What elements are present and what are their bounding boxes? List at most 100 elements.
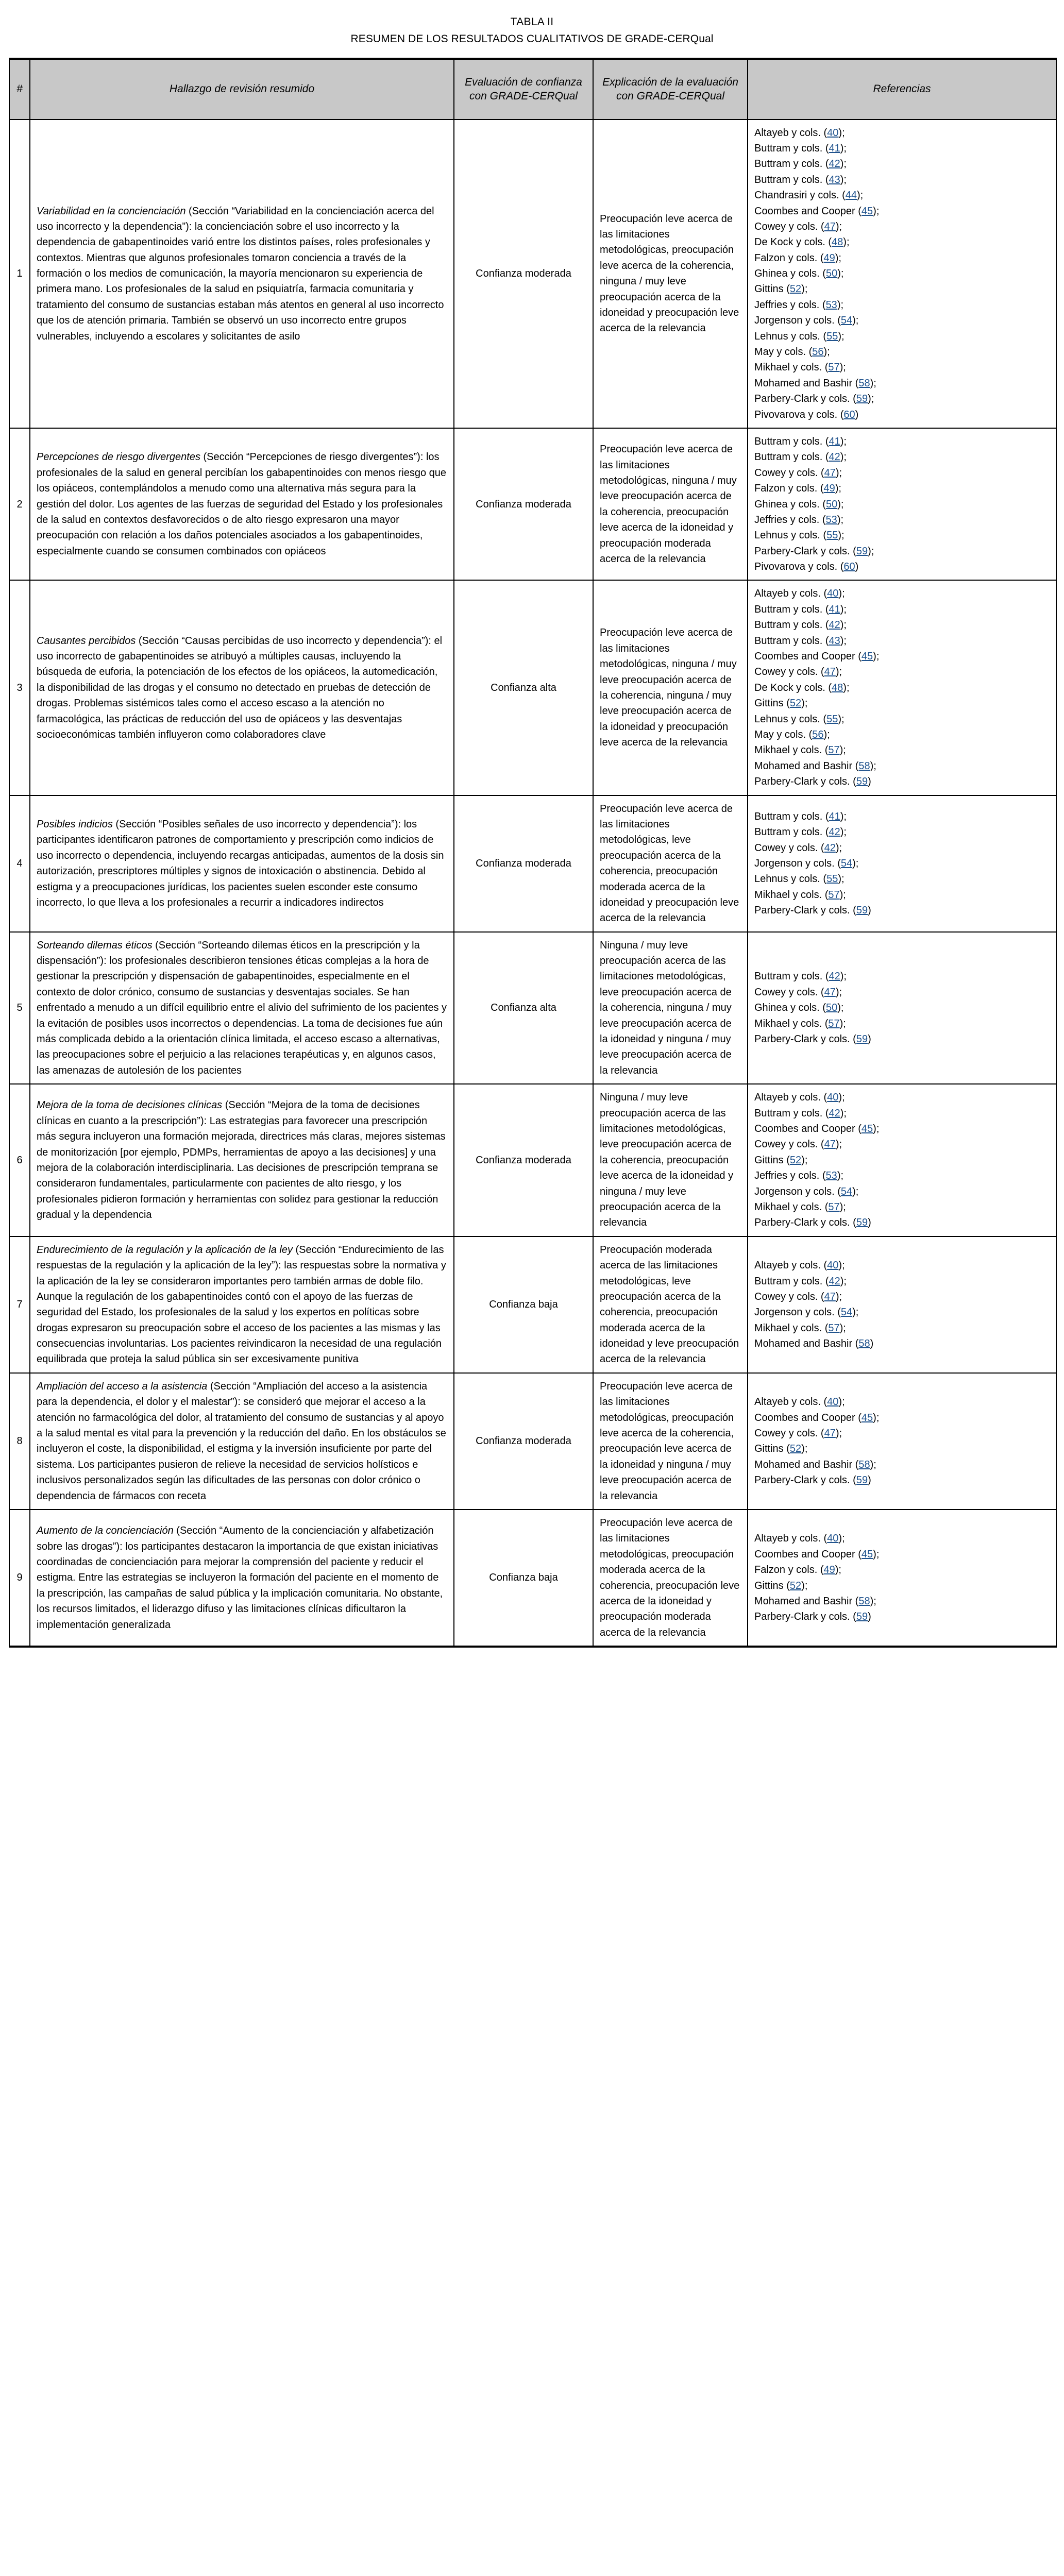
reference-link[interactable]: 42 bbox=[829, 619, 840, 631]
reference-link[interactable]: 41 bbox=[829, 603, 840, 615]
reference-link[interactable]: 47 bbox=[824, 221, 836, 232]
reference-link[interactable]: 57 bbox=[828, 1201, 840, 1213]
reference-link[interactable]: 52 bbox=[789, 1580, 802, 1591]
reference-entry: Buttram y cols. (42); bbox=[754, 451, 847, 463]
reference-link[interactable]: 54 bbox=[840, 1185, 853, 1197]
reference-link[interactable]: 41 bbox=[829, 142, 840, 154]
reference-link[interactable]: 40 bbox=[827, 127, 839, 139]
reference-entry: Pivovarova y cols. (60) bbox=[754, 409, 859, 420]
reference-entry: Buttram y cols. (41); bbox=[754, 603, 847, 615]
finding-body: (Sección “Causas percibidas de uso incor… bbox=[37, 635, 443, 740]
reference-link[interactable]: 48 bbox=[832, 236, 843, 248]
reference-link[interactable]: 47 bbox=[824, 986, 836, 998]
reference-link[interactable]: 57 bbox=[828, 362, 840, 374]
reference-entry: Cowey y cols. (47); bbox=[754, 986, 842, 998]
reference-link[interactable]: 55 bbox=[826, 530, 838, 541]
reference-link[interactable]: 42 bbox=[824, 842, 836, 854]
reference-link[interactable]: 55 bbox=[826, 873, 838, 885]
confidence-assessment: Confianza moderada bbox=[453, 118, 594, 429]
confidence-explanation: Preocupación leve acerca de las limitaci… bbox=[593, 1509, 748, 1648]
reference-link[interactable]: 59 bbox=[856, 545, 868, 557]
reference-link[interactable]: 50 bbox=[825, 1002, 838, 1014]
reference-link[interactable]: 60 bbox=[843, 409, 855, 420]
reference-author: Coombes and Cooper bbox=[754, 1412, 855, 1423]
reference-link[interactable]: 59 bbox=[856, 1217, 868, 1229]
reference-link[interactable]: 54 bbox=[840, 1307, 853, 1318]
reference-link[interactable]: 45 bbox=[861, 205, 873, 217]
reference-link[interactable]: 60 bbox=[843, 561, 855, 573]
reference-link[interactable]: 55 bbox=[826, 330, 838, 342]
reference-link[interactable]: 41 bbox=[829, 435, 840, 447]
reference-link[interactable]: 50 bbox=[825, 268, 838, 280]
reference-link[interactable]: 42 bbox=[829, 158, 840, 170]
reference-link[interactable]: 47 bbox=[824, 666, 836, 678]
reference-link[interactable]: 59 bbox=[856, 1033, 868, 1045]
reference-link[interactable]: 45 bbox=[861, 1412, 873, 1423]
reference-link[interactable]: 56 bbox=[812, 346, 824, 358]
reference-entry: Lehnus y cols. (55); bbox=[754, 873, 845, 885]
reference-link[interactable]: 40 bbox=[827, 588, 839, 600]
reference-link[interactable]: 48 bbox=[832, 682, 843, 693]
reference-link[interactable]: 47 bbox=[824, 1428, 836, 1439]
reference-author: Cowey y cols. bbox=[754, 467, 818, 479]
reference-link[interactable]: 47 bbox=[824, 1291, 836, 1302]
confidence-assessment: Confianza alta bbox=[453, 580, 594, 796]
reference-link[interactable]: 45 bbox=[861, 1123, 873, 1134]
reference-link[interactable]: 45 bbox=[861, 1548, 873, 1560]
reference-link[interactable]: 55 bbox=[826, 713, 838, 725]
reference-link[interactable]: 40 bbox=[827, 1092, 839, 1104]
reference-link[interactable]: 52 bbox=[789, 283, 802, 295]
reference-author: Lehnus y cols. bbox=[754, 330, 820, 342]
reference-entry: Cowey y cols. (47); bbox=[754, 467, 842, 479]
reference-link[interactable]: 58 bbox=[858, 377, 870, 389]
reference-link[interactable]: 57 bbox=[828, 889, 840, 901]
reference-link[interactable]: 43 bbox=[829, 174, 840, 185]
reference-author: Coombes and Cooper bbox=[754, 205, 855, 217]
reference-link[interactable]: 44 bbox=[845, 190, 857, 201]
reference-link[interactable]: 40 bbox=[827, 1260, 839, 1272]
reference-link[interactable]: 41 bbox=[829, 810, 840, 822]
reference-link[interactable]: 59 bbox=[856, 905, 868, 917]
reference-link[interactable]: 57 bbox=[828, 1322, 840, 1334]
reference-link[interactable]: 42 bbox=[829, 971, 840, 982]
reference-link[interactable]: 58 bbox=[858, 760, 870, 772]
reference-link[interactable]: 49 bbox=[823, 483, 835, 495]
reference-link[interactable]: 57 bbox=[828, 744, 840, 756]
reference-entry: Jeffries y cols. (53); bbox=[754, 514, 844, 526]
reference-link[interactable]: 52 bbox=[789, 1154, 802, 1166]
reference-link[interactable]: 42 bbox=[829, 1107, 840, 1119]
reference-entry: Mikhael y cols. (57); bbox=[754, 1018, 846, 1029]
reference-link[interactable]: 50 bbox=[825, 498, 838, 510]
reference-entry: Lehnus y cols. (55); bbox=[754, 713, 845, 725]
finding-body: (Sección “Posibles señales de uso incorr… bbox=[37, 818, 444, 908]
reference-link[interactable]: 42 bbox=[829, 1275, 840, 1287]
reference-link[interactable]: 53 bbox=[825, 1170, 837, 1182]
reference-link[interactable]: 42 bbox=[829, 826, 840, 838]
reference-link[interactable]: 53 bbox=[825, 514, 837, 526]
reference-link[interactable]: 40 bbox=[827, 1533, 839, 1545]
reference-link[interactable]: 53 bbox=[825, 299, 837, 311]
reference-author: Parbery-Clark y cols. bbox=[754, 393, 850, 405]
reference-link[interactable]: 54 bbox=[840, 857, 853, 869]
reference-link[interactable]: 58 bbox=[858, 1459, 870, 1470]
reference-link[interactable]: 59 bbox=[856, 776, 868, 788]
reference-link[interactable]: 59 bbox=[856, 1611, 868, 1623]
reference-link[interactable]: 57 bbox=[828, 1018, 840, 1029]
reference-link[interactable]: 43 bbox=[829, 635, 840, 647]
reference-link[interactable]: 45 bbox=[861, 651, 873, 663]
reference-link[interactable]: 47 bbox=[824, 1139, 836, 1150]
reference-link[interactable]: 52 bbox=[789, 1443, 802, 1455]
reference-link[interactable]: 58 bbox=[858, 1595, 870, 1607]
column-header-number: # bbox=[9, 58, 30, 120]
reference-link[interactable]: 49 bbox=[823, 1564, 835, 1576]
reference-link[interactable]: 49 bbox=[823, 252, 835, 264]
reference-link[interactable]: 59 bbox=[856, 393, 868, 405]
reference-link[interactable]: 40 bbox=[827, 1396, 839, 1408]
reference-link[interactable]: 42 bbox=[829, 451, 840, 463]
reference-link[interactable]: 47 bbox=[824, 467, 836, 479]
reference-link[interactable]: 59 bbox=[856, 1475, 868, 1486]
reference-link[interactable]: 56 bbox=[812, 729, 824, 740]
reference-link[interactable]: 58 bbox=[858, 1338, 870, 1350]
reference-link[interactable]: 54 bbox=[840, 315, 853, 327]
reference-link[interactable]: 52 bbox=[789, 698, 802, 709]
